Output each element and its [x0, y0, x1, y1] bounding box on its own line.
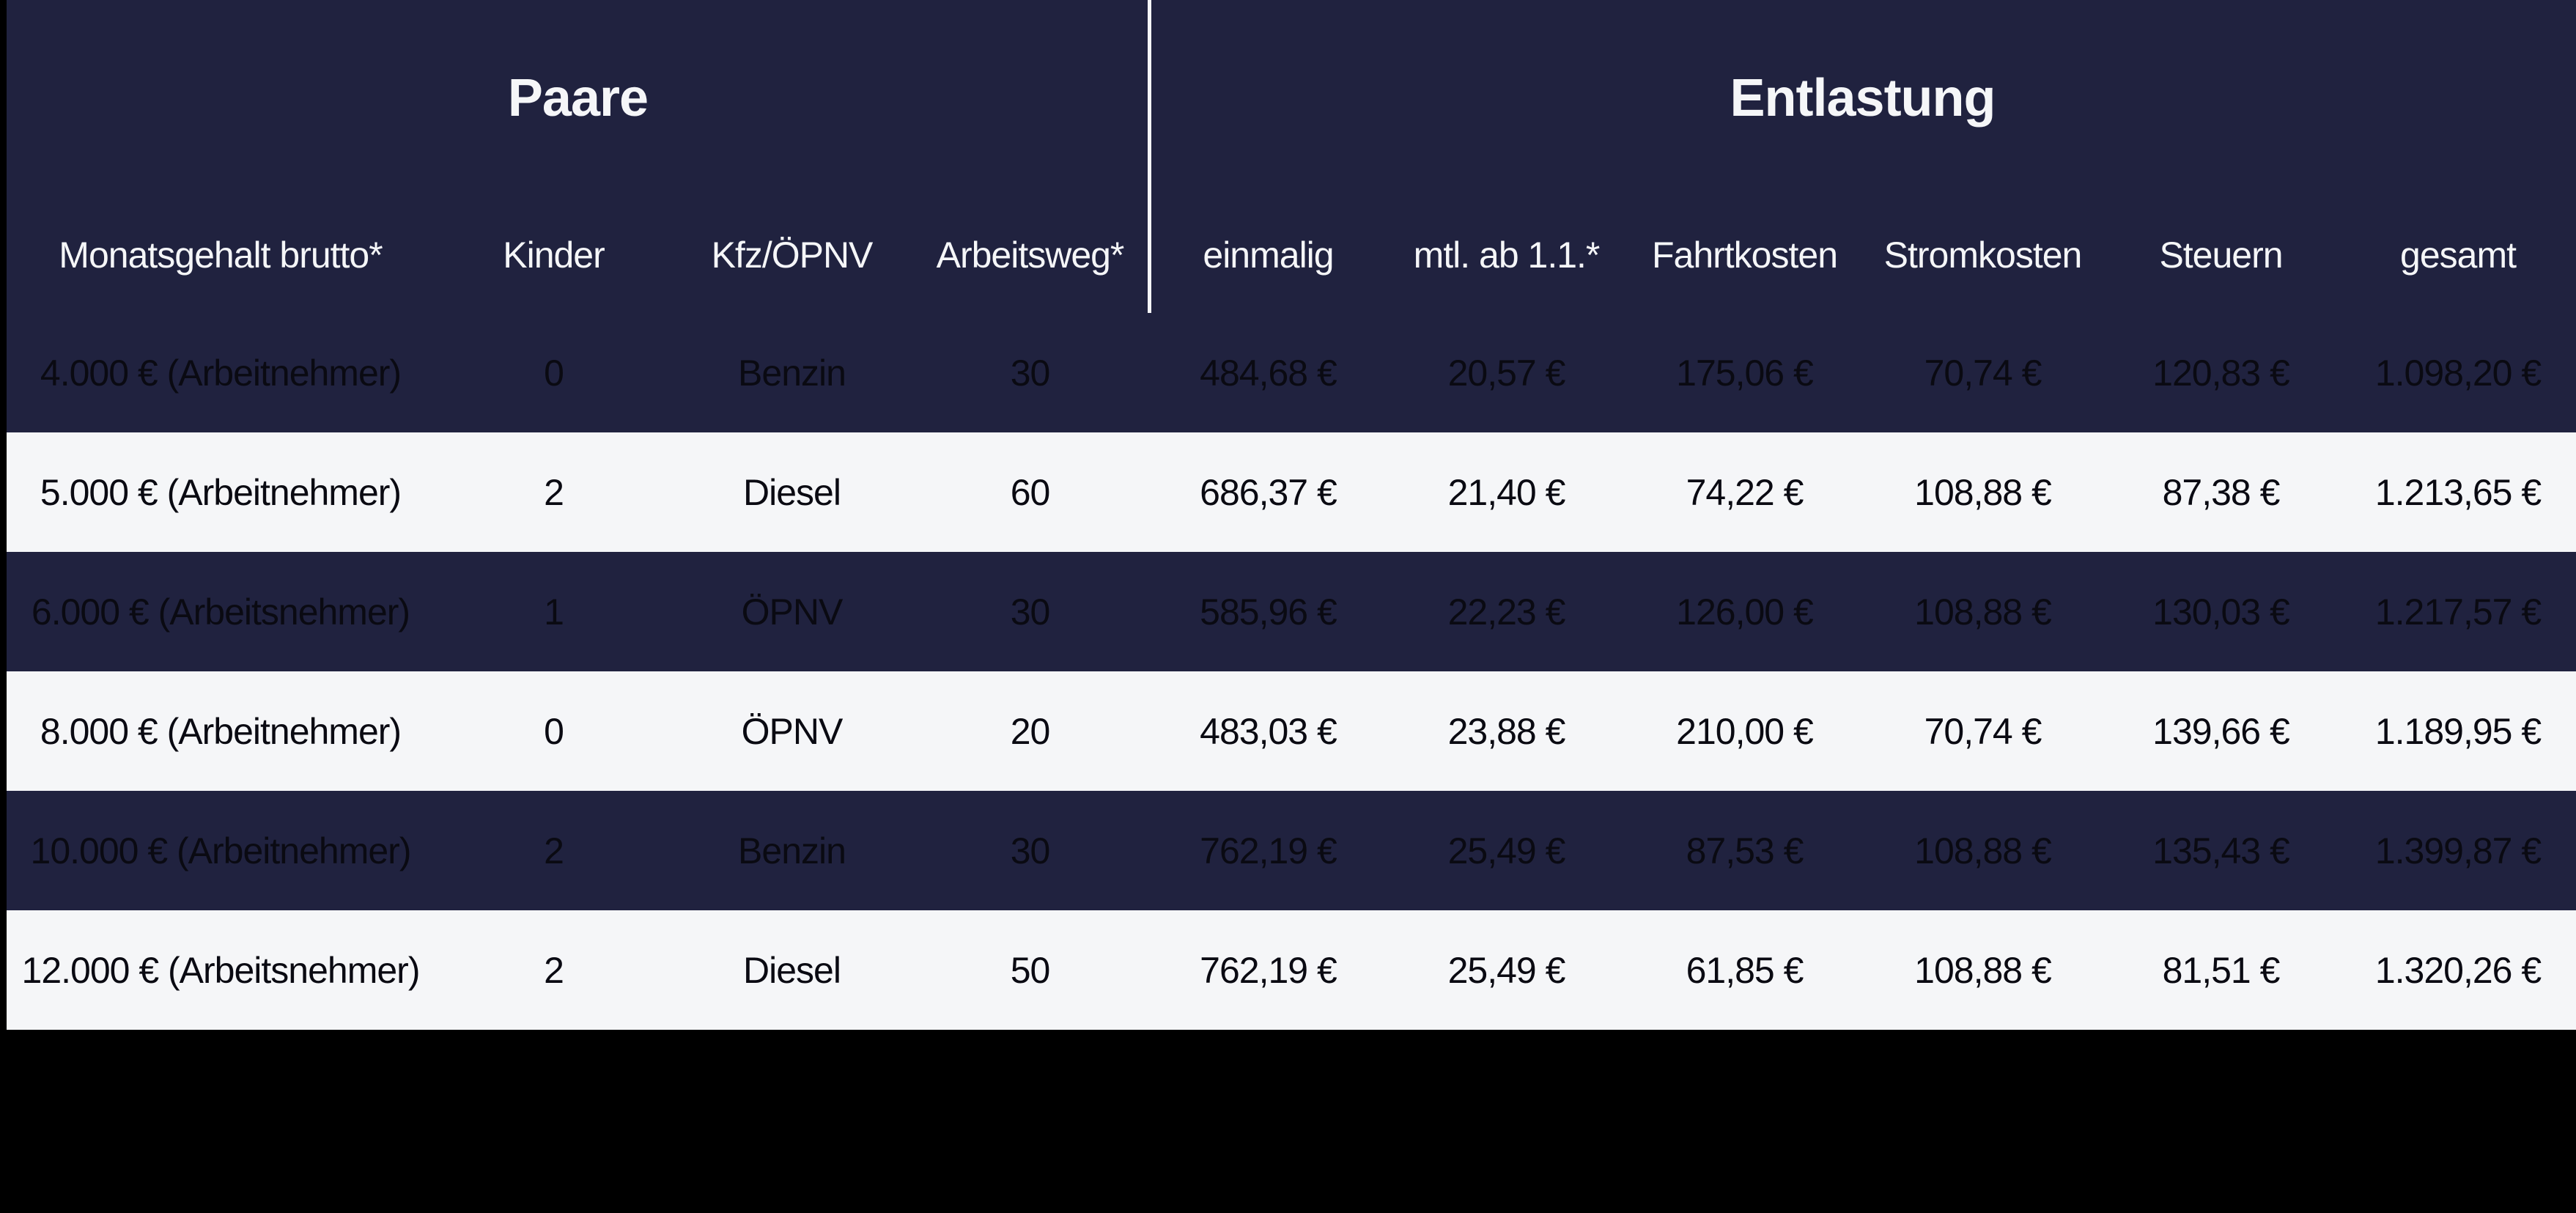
group-title-paare: Paare — [507, 69, 649, 128]
cell-kfz-oepnv: Diesel — [743, 949, 841, 991]
cell-stromkosten: 70,74 € — [1924, 710, 2042, 752]
cell-arbeitsweg: 30 — [1010, 830, 1051, 871]
cell-einmalig: 585,96 € — [1200, 591, 1337, 633]
cell-kinder: 0 — [544, 710, 564, 752]
cell-gesamt: 1.217,57 € — [2374, 591, 2542, 633]
cell-arbeitsweg: 30 — [1010, 591, 1051, 633]
group-title-entlastung: Entlastung — [1730, 69, 1996, 128]
cell-monatlich: 22,23 € — [1447, 591, 1566, 633]
cell-kfz-oepnv: Benzin — [738, 352, 846, 394]
cell-fahrtkosten: 210,00 € — [1676, 710, 1814, 752]
cell-gesamt: 1.098,20 € — [2374, 352, 2542, 394]
cell-kinder: 2 — [544, 471, 564, 513]
cell-kfz-oepnv: ÖPNV — [741, 591, 844, 633]
cell-fahrtkosten: 87,53 € — [1686, 830, 1804, 871]
cell-gesamt: 1.399,87 € — [2374, 830, 2542, 871]
table-body: 4.000 € (Arbeitnehmer) 0 Benzin 30 484,6… — [7, 313, 2576, 1030]
cell-einmalig: 686,37 € — [1200, 471, 1337, 513]
column-header-arbeitsweg: Arbeitsweg* — [936, 234, 1125, 276]
cell-kfz-oepnv: Diesel — [743, 471, 841, 513]
cell-arbeitsweg: 60 — [1010, 471, 1051, 513]
cell-kfz-oepnv: Benzin — [738, 830, 846, 871]
table-row: 10.000 € (Arbeitnehmer) 2 Benzin 30 762,… — [7, 791, 2576, 910]
cell-steuern: 139,66 € — [2152, 710, 2290, 752]
cell-monatsgehalt: 12.000 € (Arbeitsnehmer) — [21, 949, 421, 991]
cell-monatsgehalt: 6.000 € (Arbeitsnehmer) — [31, 591, 410, 633]
column-header-monatsgehalt: Monatsgehalt brutto* — [59, 234, 383, 276]
cell-monatlich: 25,49 € — [1447, 949, 1566, 991]
cell-steuern: 81,51 € — [2162, 949, 2281, 991]
cell-monatlich: 25,49 € — [1447, 830, 1566, 871]
cell-einmalig: 484,68 € — [1200, 352, 1337, 394]
cell-kinder: 2 — [544, 830, 564, 871]
cell-fahrtkosten: 61,85 € — [1686, 949, 1804, 991]
cell-kfz-oepnv: ÖPNV — [741, 710, 844, 752]
cell-stromkosten: 108,88 € — [1914, 471, 2052, 513]
column-header-einmalig: einmalig — [1203, 234, 1334, 276]
cell-arbeitsweg: 20 — [1010, 710, 1051, 752]
table-row: 5.000 € (Arbeitnehmer) 2 Diesel 60 686,3… — [7, 432, 2576, 552]
table-row: 12.000 € (Arbeitsnehmer) 2 Diesel 50 762… — [7, 910, 2576, 1030]
cell-steuern: 120,83 € — [2152, 352, 2290, 394]
cell-gesamt: 1.213,65 € — [2374, 471, 2542, 513]
cell-monatsgehalt: 4.000 € (Arbeitnehmer) — [40, 352, 402, 394]
cell-monatlich: 23,88 € — [1447, 710, 1566, 752]
table-row: 4.000 € (Arbeitnehmer) 0 Benzin 30 484,6… — [7, 313, 2576, 432]
group-divider — [1148, 0, 1151, 313]
cell-stromkosten: 108,88 € — [1914, 830, 2052, 871]
cell-kinder: 1 — [544, 591, 564, 633]
cell-einmalig: 762,19 € — [1200, 830, 1337, 871]
cell-monatsgehalt: 10.000 € (Arbeitnehmer) — [30, 830, 412, 871]
cell-monatsgehalt: 5.000 € (Arbeitnehmer) — [40, 471, 402, 513]
cell-fahrtkosten: 126,00 € — [1676, 591, 1814, 633]
cell-einmalig: 762,19 € — [1200, 949, 1337, 991]
cell-fahrtkosten: 74,22 € — [1686, 471, 1804, 513]
cell-steuern: 135,43 € — [2152, 830, 2290, 871]
table-row: 6.000 € (Arbeitsnehmer) 1 ÖPNV 30 585,96… — [7, 552, 2576, 671]
cell-stromkosten: 70,74 € — [1924, 352, 2042, 394]
column-header-monatlich: mtl. ab 1.1.* — [1413, 234, 1601, 276]
column-header-gesamt: gesamt — [2400, 234, 2517, 276]
cell-gesamt: 1.189,95 € — [2374, 710, 2542, 752]
column-header-kinder: Kinder — [503, 234, 605, 276]
cell-steuern: 130,03 € — [2152, 591, 2290, 633]
cell-monatsgehalt: 8.000 € (Arbeitnehmer) — [40, 710, 402, 752]
column-header-steuern: Steuern — [2159, 234, 2283, 276]
cell-stromkosten: 108,88 € — [1914, 949, 2052, 991]
cell-stromkosten: 108,88 € — [1914, 591, 2052, 633]
cell-kinder: 2 — [544, 949, 564, 991]
cell-fahrtkosten: 175,06 € — [1676, 352, 1814, 394]
column-header-stromkosten: Stromkosten — [1883, 234, 2083, 276]
cell-monatlich: 20,57 € — [1447, 352, 1566, 394]
column-header-fahrtkosten: Fahrtkosten — [1651, 234, 1838, 276]
cell-einmalig: 483,03 € — [1200, 710, 1337, 752]
cell-gesamt: 1.320,26 € — [2374, 949, 2542, 991]
table-row: 8.000 € (Arbeitnehmer) 0 ÖPNV 20 483,03 … — [7, 671, 2576, 791]
cell-steuern: 87,38 € — [2162, 471, 2281, 513]
cell-arbeitsweg: 30 — [1010, 352, 1051, 394]
column-header-kfz-oepnv: Kfz/ÖPNV — [711, 234, 874, 276]
column-header-row: Monatsgehalt brutto* Kinder Kfz/ÖPNV Arb… — [7, 220, 2576, 290]
relief-table: Paare Entlastung Monatsgehalt brutto* Ki… — [7, 0, 2576, 1030]
cell-kinder: 0 — [544, 352, 564, 394]
cell-monatlich: 21,40 € — [1447, 471, 1566, 513]
cell-arbeitsweg: 50 — [1010, 949, 1051, 991]
